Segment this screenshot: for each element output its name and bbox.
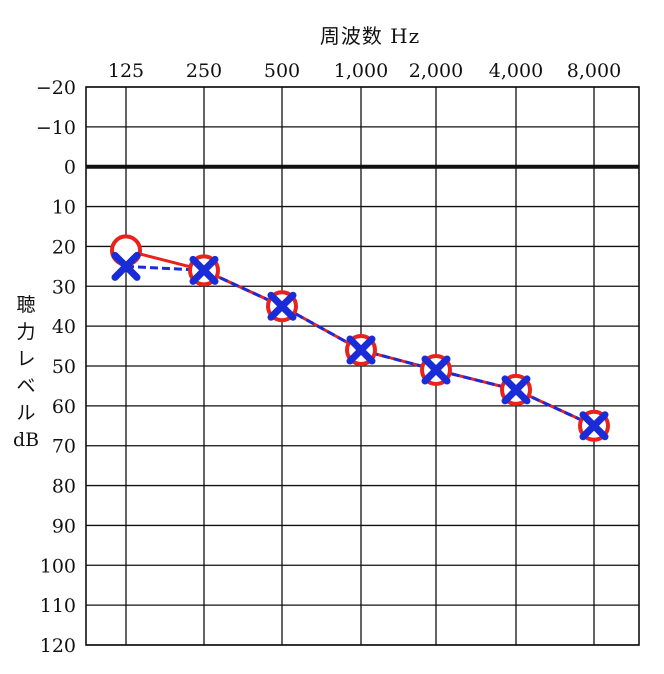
x-tick-label: 500	[264, 60, 300, 82]
x-tick-label: 250	[186, 60, 222, 82]
cross-marker	[267, 291, 297, 321]
y-tick-label: −20	[36, 77, 76, 99]
cross-stroke	[421, 355, 451, 385]
y-tick-label: 30	[52, 276, 76, 298]
cross-marker	[189, 255, 219, 285]
cross-stroke	[111, 251, 141, 281]
y-tick-label: 100	[40, 555, 76, 577]
x-tick-label: 1,000	[334, 60, 388, 82]
x-tick-label: 4,000	[489, 60, 543, 82]
y-tick-label: 90	[52, 515, 76, 537]
y-axis-label-char: ル	[16, 402, 36, 424]
y-axis-label: 聴 力 レ ベ ル dB	[8, 292, 44, 454]
series-layer	[110, 234, 610, 442]
y-axis-label-char: 聴	[16, 294, 36, 316]
cross-marker	[111, 251, 141, 281]
cross-marker	[421, 355, 451, 385]
x-axis-label: 周波数 Hz	[319, 24, 421, 48]
y-tick-labels: −20 −10 0 10 20 30 40 50 60 70 80 90 100 110 120	[36, 77, 76, 657]
cross-stroke	[501, 375, 531, 405]
cross-stroke	[267, 291, 297, 321]
y-axis-label-char: ベ	[16, 375, 36, 397]
y-tick-label: 50	[52, 356, 76, 378]
cross-marker	[579, 411, 609, 441]
cross-stroke	[189, 255, 219, 285]
x-tick-label: 8,000	[567, 60, 621, 82]
y-tick-label: 60	[52, 396, 76, 418]
x-tick-label: 2,000	[409, 60, 463, 82]
cross-marker	[501, 375, 531, 405]
plot-grid	[85, 86, 640, 646]
y-tick-label: 40	[52, 316, 76, 338]
y-tick-label: 70	[52, 436, 76, 458]
cross-stroke	[579, 411, 609, 441]
y-axis-label-char: dB	[12, 429, 40, 451]
y-tick-label: 0	[64, 157, 76, 179]
y-tick-label: 20	[52, 236, 76, 258]
cross-stroke	[346, 335, 376, 365]
cross-marker	[346, 335, 376, 365]
y-tick-label: 110	[40, 595, 76, 617]
y-tick-label: −10	[36, 117, 76, 139]
y-tick-label: 80	[52, 476, 76, 498]
y-axis-label-char: 力	[16, 321, 36, 343]
y-tick-label: 120	[40, 635, 76, 657]
x-tick-label: 125	[108, 60, 144, 82]
x-tick-labels: 125 250 500 1,000 2,000 4,000 8,000	[108, 60, 621, 82]
y-axis-label-char: レ	[16, 348, 36, 370]
y-tick-label: 10	[52, 197, 76, 219]
